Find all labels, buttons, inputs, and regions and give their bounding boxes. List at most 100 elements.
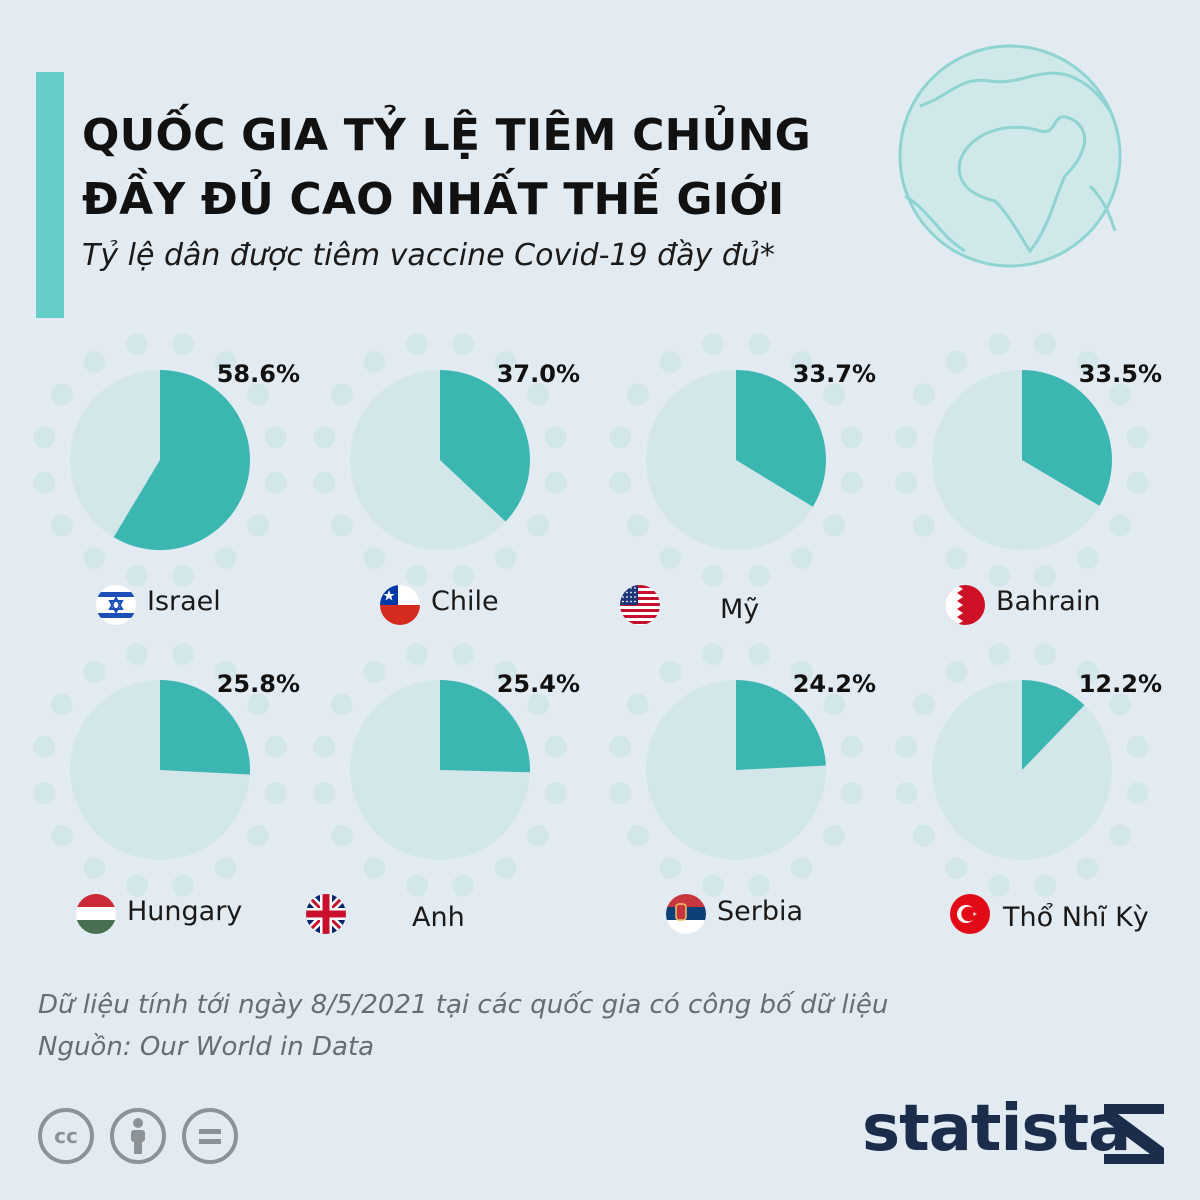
decor-dot (912, 514, 935, 537)
decor-dot (330, 693, 353, 716)
decor-dot (544, 426, 567, 448)
decor-dot (895, 736, 918, 758)
decor-dot (1126, 472, 1149, 494)
decor-dot (790, 857, 813, 880)
statista-mark-icon (1104, 1104, 1164, 1164)
cc-glyph: cc (54, 1124, 78, 1148)
decor-dot (945, 350, 968, 373)
decor-dot (912, 693, 935, 716)
decor-dot (452, 874, 474, 897)
decor-dot (823, 383, 846, 406)
footnote: Dữ liệu tính tới ngày 8/5/2021 tại các q… (38, 990, 889, 1020)
pie-value-label: 25.4% (496, 670, 580, 698)
pie-slice-israel (113, 370, 250, 550)
pie-value-label: 33.5% (1078, 360, 1162, 388)
decor-dot (330, 383, 353, 406)
country-label: Chile (431, 586, 499, 617)
decor-dot (626, 693, 649, 716)
decor-dot (945, 547, 968, 570)
decor-dot (626, 383, 649, 406)
hungary-flag-icon (76, 894, 116, 934)
decor-dot (527, 824, 550, 847)
decor-dot (214, 350, 237, 373)
decor-dot (527, 383, 550, 406)
decor-dot (264, 472, 287, 494)
decor-dot (1076, 547, 1099, 570)
decor-dot (748, 874, 770, 897)
decor-dot (1126, 426, 1149, 448)
decor-dot (702, 333, 724, 356)
chart-title: QUỐC GIA TỶ LỆ TIÊM CHỦNG ĐẦY ĐỦ CAO NHẤ… (82, 104, 882, 232)
decor-dot (363, 857, 386, 880)
decor-dot (1034, 874, 1056, 897)
decor-dot (313, 736, 336, 758)
pie-value-label: 24.2% (792, 670, 876, 698)
decor-dot (50, 383, 73, 406)
decor-dot (172, 564, 194, 587)
decor-dot (494, 660, 517, 683)
usa-flag-icon (620, 585, 660, 625)
pie-value-label: 25.8% (216, 670, 300, 698)
decor-dot (659, 660, 682, 683)
decor-dot (126, 643, 148, 666)
decor-dot (452, 643, 474, 666)
pie-value-label: 37.0% (496, 360, 580, 388)
decor-dot (823, 693, 846, 716)
decor-dot (527, 693, 550, 716)
decor-dot (1076, 857, 1099, 880)
decor-dot (702, 564, 724, 587)
decor-dot (1109, 383, 1132, 406)
country-label: Thổ Nhĩ Kỳ (1003, 902, 1149, 933)
decor-dot (702, 874, 724, 897)
decor-dot (363, 350, 386, 373)
serbia-flag-icon (666, 894, 706, 934)
decor-dot (1126, 782, 1149, 804)
decor-dot (406, 333, 428, 356)
chart-subtitle: Tỷ lệ dân được tiêm vaccine Covid-19 đầy… (82, 238, 775, 273)
decor-dot (840, 736, 863, 758)
decor-dot (988, 643, 1010, 666)
decor-dot (33, 782, 56, 804)
decor-dot (363, 660, 386, 683)
pie-slice-turkey (1022, 680, 1085, 770)
decor-dot (172, 874, 194, 897)
decor-dot (406, 874, 428, 897)
decor-dot (945, 857, 968, 880)
decor-dot (840, 782, 863, 804)
decor-dot (659, 857, 682, 880)
decor-dot (330, 514, 353, 537)
country-label: Mỹ (720, 594, 760, 625)
decor-dot (494, 350, 517, 373)
decor-dot (840, 426, 863, 448)
turkey-flag-icon (950, 894, 990, 934)
pie-grid (33, 333, 1149, 897)
decor-dot (406, 564, 428, 587)
decor-dot (659, 547, 682, 570)
creative-commons-icon: cc (38, 1108, 94, 1164)
decor-dot (823, 824, 846, 847)
decor-dot (702, 643, 724, 666)
decor-dot (50, 824, 73, 847)
decor-dot (544, 736, 567, 758)
israel-flag-icon (96, 585, 136, 625)
statista-logo: statista (862, 1092, 1131, 1166)
no-derivatives-icon (182, 1108, 238, 1164)
title-line-2: ĐẦY ĐỦ CAO NHẤT THẾ GIỚI (82, 174, 785, 225)
decor-dot (126, 874, 148, 897)
decor-dot (1034, 564, 1056, 587)
country-label: Anh (412, 902, 465, 933)
decor-dot (50, 693, 73, 716)
decor-dot (363, 547, 386, 570)
decor-dot (214, 660, 237, 683)
decor-dot (33, 426, 56, 448)
decor-dot (790, 350, 813, 373)
decor-dot (83, 547, 106, 570)
decor-dot (748, 643, 770, 666)
decor-dot (609, 472, 632, 494)
decor-dot (945, 660, 968, 683)
decor-dot (609, 782, 632, 804)
decor-dot (172, 643, 194, 666)
globe-icon (898, 44, 1122, 268)
decor-dot (313, 782, 336, 804)
decor-dot (544, 782, 567, 804)
